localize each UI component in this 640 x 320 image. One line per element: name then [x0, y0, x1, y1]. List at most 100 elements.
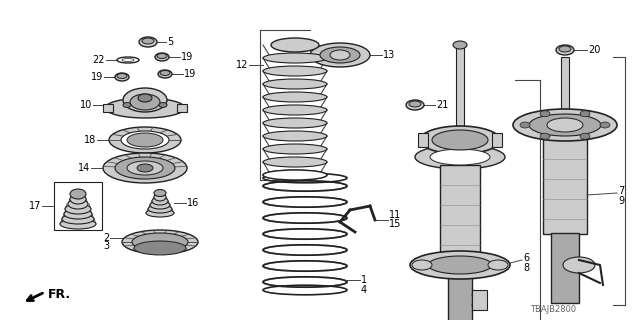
Ellipse shape [263, 66, 327, 76]
Ellipse shape [263, 144, 327, 154]
Text: 10: 10 [80, 100, 92, 110]
Ellipse shape [263, 170, 327, 180]
Ellipse shape [130, 94, 160, 110]
Ellipse shape [62, 214, 94, 224]
Ellipse shape [150, 201, 170, 209]
Ellipse shape [263, 131, 327, 141]
Ellipse shape [520, 122, 530, 128]
Text: 3: 3 [103, 241, 109, 251]
Text: 19: 19 [184, 69, 196, 79]
Bar [418, 133, 428, 147]
Ellipse shape [410, 251, 510, 279]
Ellipse shape [152, 197, 168, 205]
Ellipse shape [529, 114, 601, 136]
Ellipse shape [157, 53, 167, 59]
Text: 7: 7 [618, 186, 624, 196]
Text: 9: 9 [618, 196, 624, 206]
Ellipse shape [155, 53, 169, 61]
Bar [177, 104, 187, 112]
Ellipse shape [320, 47, 360, 63]
Ellipse shape [122, 230, 198, 254]
Ellipse shape [420, 126, 500, 154]
Text: 20: 20 [588, 45, 600, 55]
Ellipse shape [428, 256, 492, 274]
Ellipse shape [563, 257, 595, 273]
Text: 8: 8 [523, 263, 529, 273]
Ellipse shape [406, 100, 424, 110]
Ellipse shape [123, 88, 167, 112]
Ellipse shape [139, 37, 157, 47]
Text: 19: 19 [181, 52, 193, 62]
Ellipse shape [580, 133, 590, 139]
Ellipse shape [158, 70, 172, 78]
Text: 16: 16 [187, 198, 199, 208]
Text: 19: 19 [91, 72, 103, 82]
Ellipse shape [415, 145, 505, 169]
Ellipse shape [263, 118, 327, 128]
Bar [561, 57, 569, 122]
Ellipse shape [412, 260, 432, 270]
Ellipse shape [146, 209, 174, 217]
Ellipse shape [540, 133, 550, 139]
Ellipse shape [513, 109, 617, 141]
Ellipse shape [263, 92, 327, 102]
Ellipse shape [310, 43, 370, 67]
Text: 2: 2 [103, 233, 109, 243]
Ellipse shape [115, 73, 129, 81]
Ellipse shape [64, 209, 92, 219]
Ellipse shape [159, 102, 167, 108]
Ellipse shape [432, 130, 488, 150]
Ellipse shape [547, 118, 583, 132]
Ellipse shape [600, 122, 610, 128]
Ellipse shape [330, 50, 350, 60]
Bar [440, 165, 480, 265]
Ellipse shape [142, 38, 154, 44]
Ellipse shape [70, 194, 86, 204]
Text: 17: 17 [29, 201, 41, 211]
Ellipse shape [263, 105, 327, 115]
Ellipse shape [263, 170, 327, 180]
Ellipse shape [134, 241, 186, 255]
Text: 15: 15 [389, 219, 401, 229]
Ellipse shape [154, 189, 166, 196]
Ellipse shape [138, 94, 152, 102]
Bar [103, 104, 113, 112]
Ellipse shape [559, 46, 571, 52]
Ellipse shape [127, 133, 163, 147]
Bar [54, 182, 102, 230]
Text: 4: 4 [361, 285, 367, 295]
Ellipse shape [115, 157, 175, 179]
Ellipse shape [123, 102, 131, 108]
Ellipse shape [453, 41, 467, 49]
Text: 22: 22 [93, 55, 105, 65]
Ellipse shape [556, 45, 574, 55]
Text: TBAJB2800: TBAJB2800 [530, 306, 576, 315]
Ellipse shape [127, 161, 163, 175]
Ellipse shape [154, 193, 166, 201]
Ellipse shape [430, 149, 490, 165]
Ellipse shape [137, 164, 153, 172]
Ellipse shape [65, 204, 91, 214]
Ellipse shape [160, 70, 170, 76]
Ellipse shape [271, 38, 319, 52]
Ellipse shape [148, 205, 172, 213]
Bar [472, 290, 487, 310]
Text: 21: 21 [436, 100, 449, 110]
Text: 12: 12 [236, 60, 248, 70]
Bar [551, 233, 579, 303]
Ellipse shape [117, 74, 127, 78]
Bar [448, 265, 472, 320]
Text: 1: 1 [361, 275, 367, 285]
Ellipse shape [132, 233, 188, 251]
Ellipse shape [109, 127, 181, 153]
Bar [456, 45, 464, 135]
Ellipse shape [409, 101, 421, 107]
Ellipse shape [105, 98, 185, 118]
Text: FR.: FR. [48, 289, 71, 301]
Text: 14: 14 [77, 163, 90, 173]
Text: 11: 11 [389, 210, 401, 220]
Ellipse shape [263, 53, 327, 63]
Ellipse shape [263, 157, 327, 167]
Bar [543, 139, 587, 234]
Text: 6: 6 [523, 253, 529, 263]
